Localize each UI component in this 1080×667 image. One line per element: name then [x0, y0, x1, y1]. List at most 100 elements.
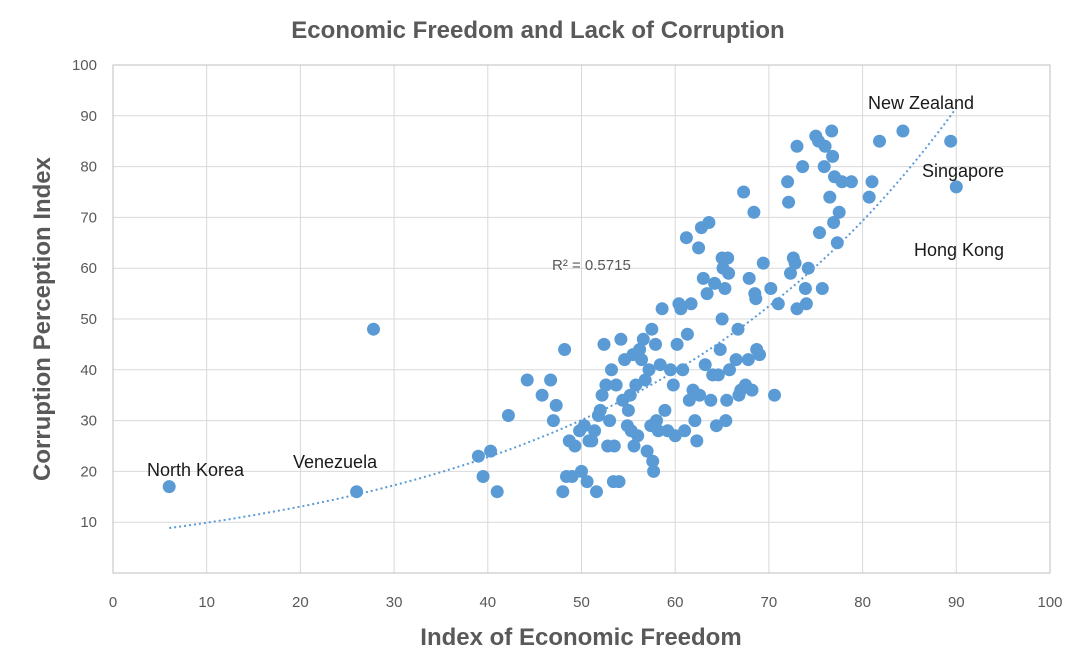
- data-point: [798, 282, 812, 295]
- x-tick-label: 70: [761, 594, 778, 611]
- data-point: [635, 353, 648, 367]
- data-point: [771, 297, 785, 311]
- x-tick-label: 60: [667, 594, 684, 611]
- data-point: [873, 134, 886, 148]
- data-point: [649, 337, 662, 351]
- data-point: [781, 175, 795, 189]
- y-tick-label: 100: [72, 57, 97, 74]
- data-point: [896, 124, 910, 138]
- data-point: [664, 363, 677, 377]
- data-point: [692, 241, 706, 255]
- data-point: [653, 358, 667, 372]
- data-point: [801, 261, 815, 275]
- data-point: [612, 475, 626, 489]
- y-tick-label: 50: [80, 311, 97, 328]
- axis-ticks: 0 10 20 30 40 50 60 70 80 90 100 10 20 30 40 50 60 70 80 90…: [72, 57, 1063, 611]
- y-tick-label: 20: [80, 463, 97, 480]
- data-point: [782, 195, 796, 209]
- data-point: [535, 388, 549, 402]
- data-point: [585, 434, 599, 448]
- y-tick-label: 70: [80, 209, 97, 226]
- data-point: [640, 444, 654, 458]
- data-point: [827, 216, 841, 229]
- data-point: [642, 363, 656, 377]
- data-point: [708, 276, 722, 290]
- data-point: [670, 337, 684, 351]
- x-tick-label: 90: [948, 594, 965, 611]
- y-tick-label: 10: [80, 514, 97, 531]
- data-point: [609, 378, 623, 392]
- data-point: [818, 139, 832, 153]
- annotation-hong-kong: Hong Kong: [914, 240, 1004, 260]
- x-tick-label: 10: [198, 594, 215, 611]
- grid-lines: [112, 64, 1051, 573]
- data-point: [756, 256, 770, 270]
- data-point: [484, 444, 498, 458]
- data-point: [731, 322, 745, 336]
- data-point: [627, 439, 641, 453]
- data-point: [788, 256, 802, 270]
- plot-area: [112, 64, 1051, 574]
- data-point: [723, 363, 736, 377]
- data-point: [546, 414, 560, 428]
- y-tick-label: 60: [80, 260, 97, 277]
- data-point: [832, 205, 846, 219]
- data-point: [688, 414, 702, 428]
- data-point: [679, 231, 693, 245]
- data-point: [682, 393, 696, 407]
- data-point: [544, 373, 558, 387]
- data-point: [646, 454, 660, 468]
- data-point: [631, 429, 645, 443]
- annotation-new-zealand: New Zealand: [868, 93, 974, 113]
- data-point: [719, 414, 733, 428]
- data-point: [813, 226, 826, 240]
- data-point: [764, 282, 778, 295]
- y-tick-label: 40: [80, 362, 97, 379]
- data-point: [826, 149, 840, 163]
- trendline: [169, 107, 958, 529]
- data-point: [815, 282, 829, 295]
- annotation-north-korea: North Korea: [147, 460, 245, 480]
- data-point: [823, 190, 837, 204]
- data-point: [678, 424, 692, 438]
- y-axis-title: Corruption Perception Index: [29, 156, 56, 481]
- data-point: [471, 449, 485, 463]
- data-point: [614, 332, 628, 346]
- data-point: [693, 388, 707, 402]
- x-tick-label: 0: [109, 594, 117, 611]
- data-point: [715, 312, 729, 326]
- data-point: [949, 180, 963, 194]
- data-point: [568, 439, 582, 453]
- chart-title: Economic Freedom and Lack of Corruption: [291, 17, 784, 44]
- data-point: [658, 403, 672, 417]
- data-point: [650, 414, 663, 428]
- x-tick-label: 40: [479, 594, 496, 611]
- x-axis-title: Index of Economic Freedom: [420, 624, 741, 651]
- data-point: [595, 388, 609, 402]
- data-point: [647, 464, 661, 478]
- data-point: [645, 322, 659, 336]
- x-tick-label: 30: [386, 594, 403, 611]
- data-point: [655, 302, 669, 316]
- x-tick-label: 100: [1037, 594, 1062, 611]
- data-point: [633, 343, 647, 356]
- data-point: [501, 409, 515, 422]
- r-squared-label: R² = 0.5715: [552, 257, 631, 274]
- data-point: [722, 266, 736, 280]
- data-point: [636, 332, 650, 346]
- data-point: [674, 302, 688, 316]
- data-point: [768, 388, 781, 402]
- data-point: [784, 266, 797, 280]
- data-point: [862, 190, 876, 204]
- data-point: [817, 160, 831, 174]
- data-point: [603, 414, 617, 428]
- data-point: [597, 337, 611, 351]
- data-point: [350, 485, 364, 499]
- x-tick-label: 50: [573, 594, 590, 611]
- data-point: [607, 439, 621, 453]
- data-point: [700, 287, 714, 301]
- x-tick-label: 20: [292, 594, 309, 611]
- data-point: [737, 185, 751, 199]
- y-tick-label: 90: [80, 108, 97, 125]
